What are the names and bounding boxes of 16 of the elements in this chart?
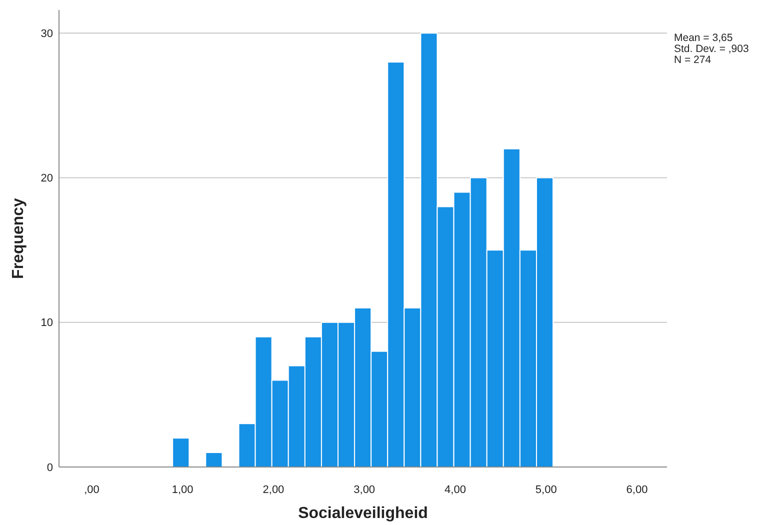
y-tick-label: 10 [40, 317, 53, 330]
y-tick-label: 20 [40, 172, 53, 185]
x-tick-label: 6,00 [626, 484, 648, 496]
y-axis-title: Frequency [10, 198, 27, 279]
y-tick-label: 0 [46, 462, 53, 474]
x-tick-label: ,00 [84, 484, 100, 496]
x-tick-label: 1,00 [172, 484, 194, 496]
text: Std. Dev. = ,903 [674, 43, 749, 55]
text: N = 274 [674, 54, 712, 66]
x-tick-label: 3,00 [354, 484, 376, 496]
x-tick-label: 4,00 [444, 484, 466, 496]
text: Mean = 3,65 [674, 32, 733, 44]
y-tick-label: 30 [40, 28, 53, 40]
x-axis-title: Socialeveiligheid [298, 505, 428, 522]
x-tick-label: 5,00 [535, 484, 557, 496]
x-tick-label: 2,00 [262, 484, 284, 496]
